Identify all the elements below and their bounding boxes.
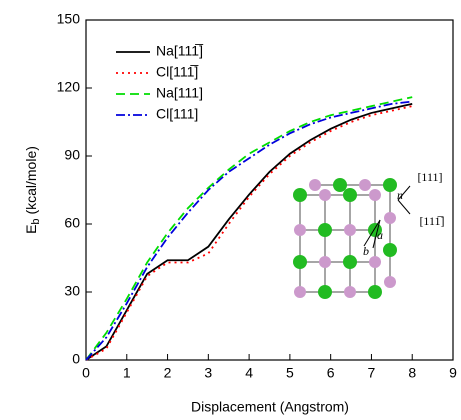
y-tick-label: 30 — [64, 283, 80, 299]
legend-label: Na[111̅] — [156, 43, 204, 59]
x-tick-label: 3 — [204, 365, 212, 381]
series-line — [85, 96, 413, 361]
x-tick-label: 1 — [123, 365, 131, 381]
series-line — [85, 100, 413, 361]
y-axis-title: Eb (kcal/mole) — [23, 146, 42, 234]
x-axis-title: Displacement (Angstrom) — [191, 399, 349, 415]
legend-label: Cl[111̅] — [156, 64, 199, 80]
y-tick-label: 0 — [72, 351, 80, 367]
x-tick-label: 0 — [82, 365, 90, 381]
legend-label: Cl[111] — [156, 106, 198, 122]
x-tick-label: 2 — [164, 365, 172, 381]
y-title-part: (kcal/mole) — [23, 146, 39, 218]
annotation: a — [377, 228, 383, 242]
plot-frame — [85, 19, 454, 361]
y-tick-label: 90 — [64, 147, 80, 163]
legend-label: Na[111] — [156, 85, 203, 101]
x-tick-label: 5 — [286, 365, 294, 381]
annotation: [111] — [417, 170, 442, 184]
y-title-part: E — [23, 225, 39, 234]
x-tick-label: 4 — [245, 365, 253, 381]
series-line — [85, 102, 413, 361]
y-tick-label: 60 — [64, 215, 80, 231]
series-line — [85, 105, 413, 361]
annotation: b — [363, 244, 369, 258]
y-title-sub: b — [30, 218, 42, 224]
y-tick-label: 120 — [57, 79, 81, 95]
inset-crystal — [293, 178, 411, 299]
annotation: [111̅] — [419, 214, 444, 228]
annotation: n — [397, 188, 403, 202]
x-tick-label: 6 — [327, 365, 335, 381]
x-tick-label: 9 — [449, 365, 457, 381]
y-tick-label: 150 — [57, 11, 81, 27]
x-tick-label: 8 — [408, 365, 416, 381]
x-tick-label: 7 — [368, 365, 376, 381]
